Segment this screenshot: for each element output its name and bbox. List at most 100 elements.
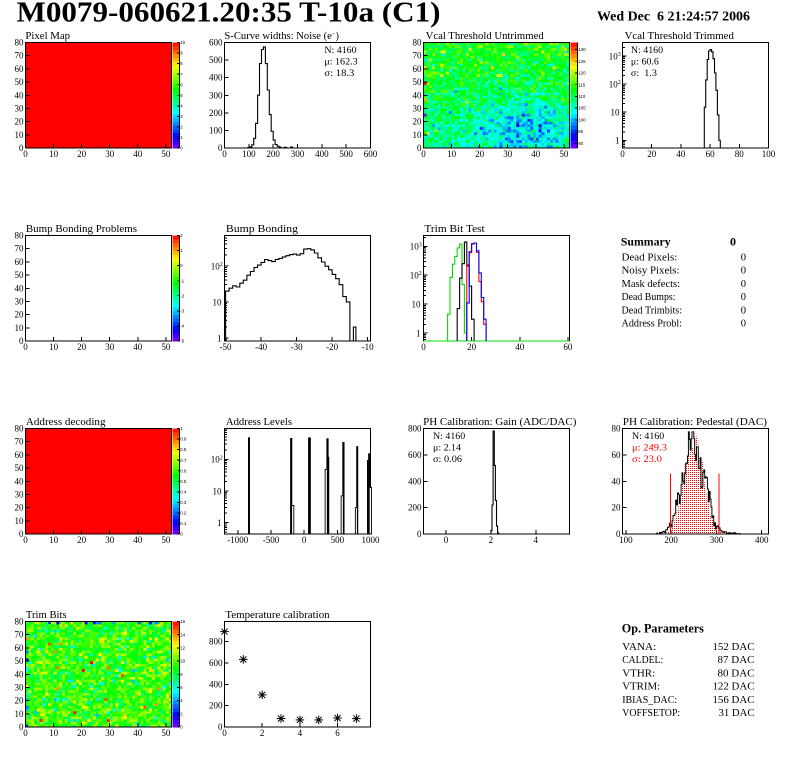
svg-text:600: 600	[364, 149, 378, 159]
svg-text:6: 6	[335, 728, 340, 738]
svg-text:12: 12	[180, 645, 186, 650]
svg-text:60: 60	[15, 643, 25, 653]
svg-text:200: 200	[664, 535, 678, 545]
svg-text:N: 4160: N: 4160	[631, 45, 663, 56]
svg-text:10: 10	[49, 535, 59, 545]
svg-text:20: 20	[467, 342, 477, 352]
svg-text:100: 100	[578, 117, 586, 122]
svg-text:80: 80	[15, 38, 25, 48]
svg-text:40: 40	[15, 90, 25, 100]
svg-text:50: 50	[15, 270, 25, 280]
svg-text:Bump Bonding Problems: Bump Bonding Problems	[26, 224, 137, 235]
svg-text:4: 4	[180, 103, 183, 108]
svg-text:0: 0	[180, 146, 183, 151]
svg-text:Dead Trimbits:: Dead Trimbits:	[622, 305, 683, 316]
svg-text:0: 0	[222, 728, 227, 738]
svg-text:IBIAS_DAC:: IBIAS_DAC:	[622, 694, 677, 706]
svg-text:40: 40	[15, 476, 25, 486]
svg-text:0: 0	[19, 336, 24, 346]
svg-text:300: 300	[291, 149, 305, 159]
svg-text:1: 1	[217, 333, 222, 343]
svg-text:10: 10	[49, 342, 59, 352]
svg-text:0.9: 0.9	[180, 437, 187, 442]
svg-text:30: 30	[15, 296, 25, 306]
svg-text:0.8: 0.8	[180, 447, 187, 452]
svg-text:VOFFSETOP:: VOFFSETOP:	[622, 707, 680, 719]
svg-text:600: 600	[209, 38, 223, 48]
svg-text:80 DAC: 80 DAC	[718, 667, 755, 679]
svg-text:60: 60	[612, 450, 622, 460]
svg-text:0: 0	[19, 529, 24, 539]
svg-text:VANA:: VANA:	[622, 641, 656, 653]
svg-text:30: 30	[15, 103, 25, 113]
svg-text:600: 600	[209, 658, 223, 668]
svg-text:PH Calibration: Pedestal (DAC): PH Calibration: Pedestal (DAC)	[623, 417, 767, 428]
svg-text:5: 5	[180, 93, 183, 98]
svg-text:40: 40	[676, 149, 686, 159]
svg-text:102: 102	[211, 455, 223, 465]
svg-text:0: 0	[741, 292, 746, 303]
svg-text:120: 120	[578, 71, 586, 76]
svg-text:0.6: 0.6	[180, 468, 187, 473]
svg-text:8: 8	[180, 672, 183, 677]
svg-text:0: 0	[180, 263, 183, 268]
svg-text:4: 4	[534, 535, 539, 545]
svg-text:S-Curve widths: Noise (e: S-Curve widths: Noise (e	[224, 31, 332, 42]
svg-text:0: 0	[23, 728, 28, 738]
svg-text:20: 20	[475, 149, 485, 159]
svg-text:87 DAC: 87 DAC	[718, 654, 755, 666]
svg-text:0: 0	[417, 143, 422, 153]
svg-text:0.3: 0.3	[180, 500, 187, 505]
svg-text:20: 20	[15, 117, 25, 127]
svg-text:800: 800	[209, 637, 223, 647]
svg-text:Temperature calibration: Temperature calibration	[225, 610, 329, 621]
svg-text:1: 1	[217, 518, 222, 528]
svg-text:6: 6	[180, 685, 183, 690]
svg-text:Mask defects:: Mask defects:	[622, 279, 681, 290]
svg-text:50: 50	[161, 535, 171, 545]
svg-text:3: 3	[180, 114, 183, 119]
svg-text:31 DAC: 31 DAC	[719, 707, 755, 719]
svg-text:30: 30	[15, 489, 25, 499]
svg-text:0: 0	[19, 143, 24, 153]
svg-text:Wed Dec 6 21:24:57 2006: Wed Dec 6 21:24:57 2006	[597, 10, 750, 25]
svg-text:0: 0	[222, 149, 227, 159]
svg-text:-500: -500	[263, 535, 280, 545]
svg-text:14: 14	[180, 632, 186, 637]
svg-text:10: 10	[49, 149, 59, 159]
svg-text:30: 30	[105, 342, 115, 352]
svg-text:μ: 249.3: μ: 249.3	[632, 443, 667, 454]
svg-text:0: 0	[23, 149, 28, 159]
svg-text:10: 10	[447, 149, 457, 159]
svg-text:8: 8	[180, 61, 183, 66]
svg-text:40: 40	[15, 669, 25, 679]
svg-text:40: 40	[133, 728, 143, 738]
svg-text:10: 10	[180, 659, 186, 664]
svg-text:0: 0	[421, 149, 426, 159]
svg-text:156 DAC: 156 DAC	[713, 694, 755, 706]
svg-text:Dead Bumps:: Dead Bumps:	[622, 292, 676, 303]
svg-text:200: 200	[408, 503, 422, 513]
svg-text:102: 102	[410, 271, 422, 281]
svg-text:40: 40	[531, 149, 541, 159]
svg-text:10: 10	[15, 709, 25, 719]
svg-text:0: 0	[741, 305, 746, 316]
svg-text:50: 50	[15, 463, 25, 473]
svg-text:CALDEL:: CALDEL:	[622, 654, 663, 666]
svg-text:0.7: 0.7	[180, 458, 187, 463]
svg-text:-10: -10	[362, 342, 374, 352]
svg-text:Pixel Map: Pixel Map	[25, 31, 70, 42]
svg-text:Trim Bit Test: Trim Bit Test	[424, 224, 485, 235]
svg-text:1: 1	[180, 426, 183, 431]
svg-text:20: 20	[15, 696, 25, 706]
svg-text:70: 70	[15, 630, 25, 640]
svg-text:80: 80	[413, 38, 423, 48]
svg-text:Noisy Pixels:: Noisy Pixels:	[622, 266, 680, 277]
svg-text:σ: 0.06: σ: 0.06	[433, 454, 462, 465]
svg-text:0: 0	[741, 266, 746, 277]
svg-text:200: 200	[209, 108, 223, 118]
svg-text:N: 4160: N: 4160	[433, 431, 465, 442]
svg-text:0: 0	[23, 342, 28, 352]
svg-text:122 DAC: 122 DAC	[713, 681, 755, 693]
svg-text:μ: 60.6: μ: 60.6	[631, 57, 659, 68]
